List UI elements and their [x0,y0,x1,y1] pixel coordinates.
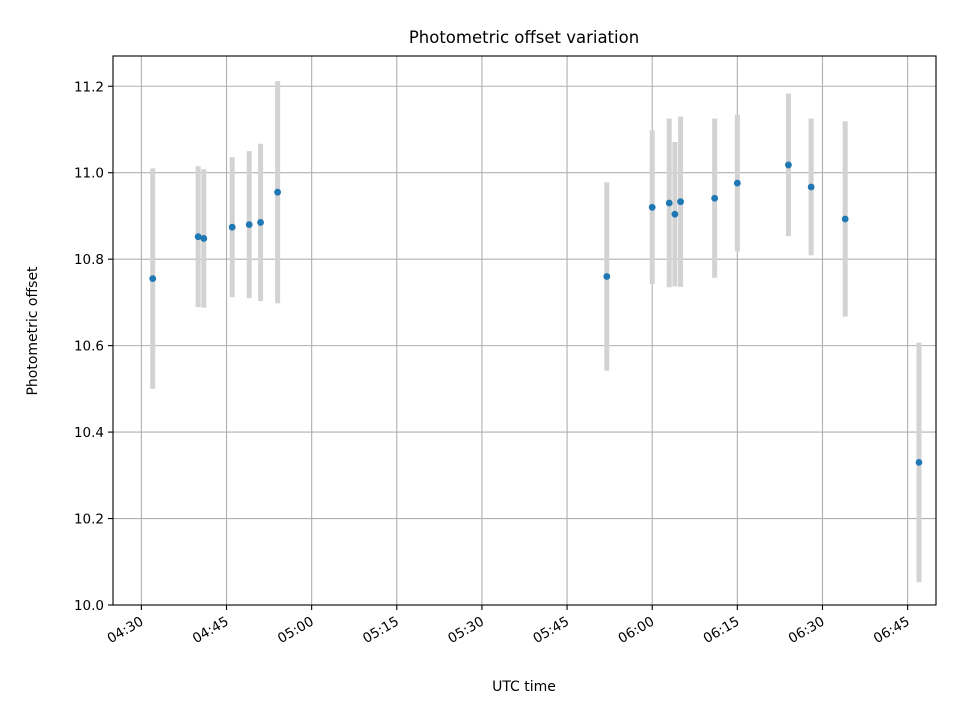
x-tick-label: 06:15 [701,614,743,647]
x-tick-label: 05:15 [360,614,402,647]
data-point [807,183,815,191]
x-tick-label: 05:00 [275,614,317,647]
error-bars [150,81,922,583]
y-tick-label: 10.0 [74,598,104,614]
data-point [733,179,741,187]
data-point [200,235,208,242]
x-tick-label: 04:30 [105,614,147,647]
y-tick-label: 10.6 [74,339,104,355]
y-tick-label: 11.2 [74,79,104,95]
data-point [149,275,157,283]
data-point [274,188,281,196]
data-point [711,194,719,202]
x-axis-label: UTC time [492,679,556,695]
y-tick-label: 10.2 [74,512,104,528]
y-axis-label: Photometric offset [25,266,41,396]
x-tick-label: 06:45 [871,614,913,647]
data-point [245,221,253,228]
x-tick-label: 05:45 [530,614,572,647]
y-tick-label: 10.8 [74,252,104,268]
plot-area-frame [112,55,937,606]
data-point [677,198,684,206]
chart-title: Photometric offset variation [409,28,639,47]
y-tick-label: 11.0 [74,166,104,182]
data-point [785,161,792,169]
x-tick-label: 06:00 [616,614,658,647]
y-tick-label: 10.4 [74,425,104,441]
data-points [149,161,923,466]
y-axis: 10.0 10.2 10.4 10.6 10.8 11.0 11.2 [74,79,113,614]
data-point [603,273,611,280]
data-point [665,199,673,207]
data-point [915,458,923,466]
data-point [194,233,202,241]
data-point [671,210,679,218]
data-point [228,223,236,231]
data-point [257,219,264,226]
x-tick-label: 04:45 [190,614,232,647]
data-point [648,203,656,211]
data-point [841,215,849,223]
x-axis: 04:30 04:45 05:00 05:15 05:30 05:45 06:00 06:15… [105,605,913,647]
x-tick-label: 06:30 [786,614,828,647]
x-tick-label: 05:30 [445,614,487,647]
